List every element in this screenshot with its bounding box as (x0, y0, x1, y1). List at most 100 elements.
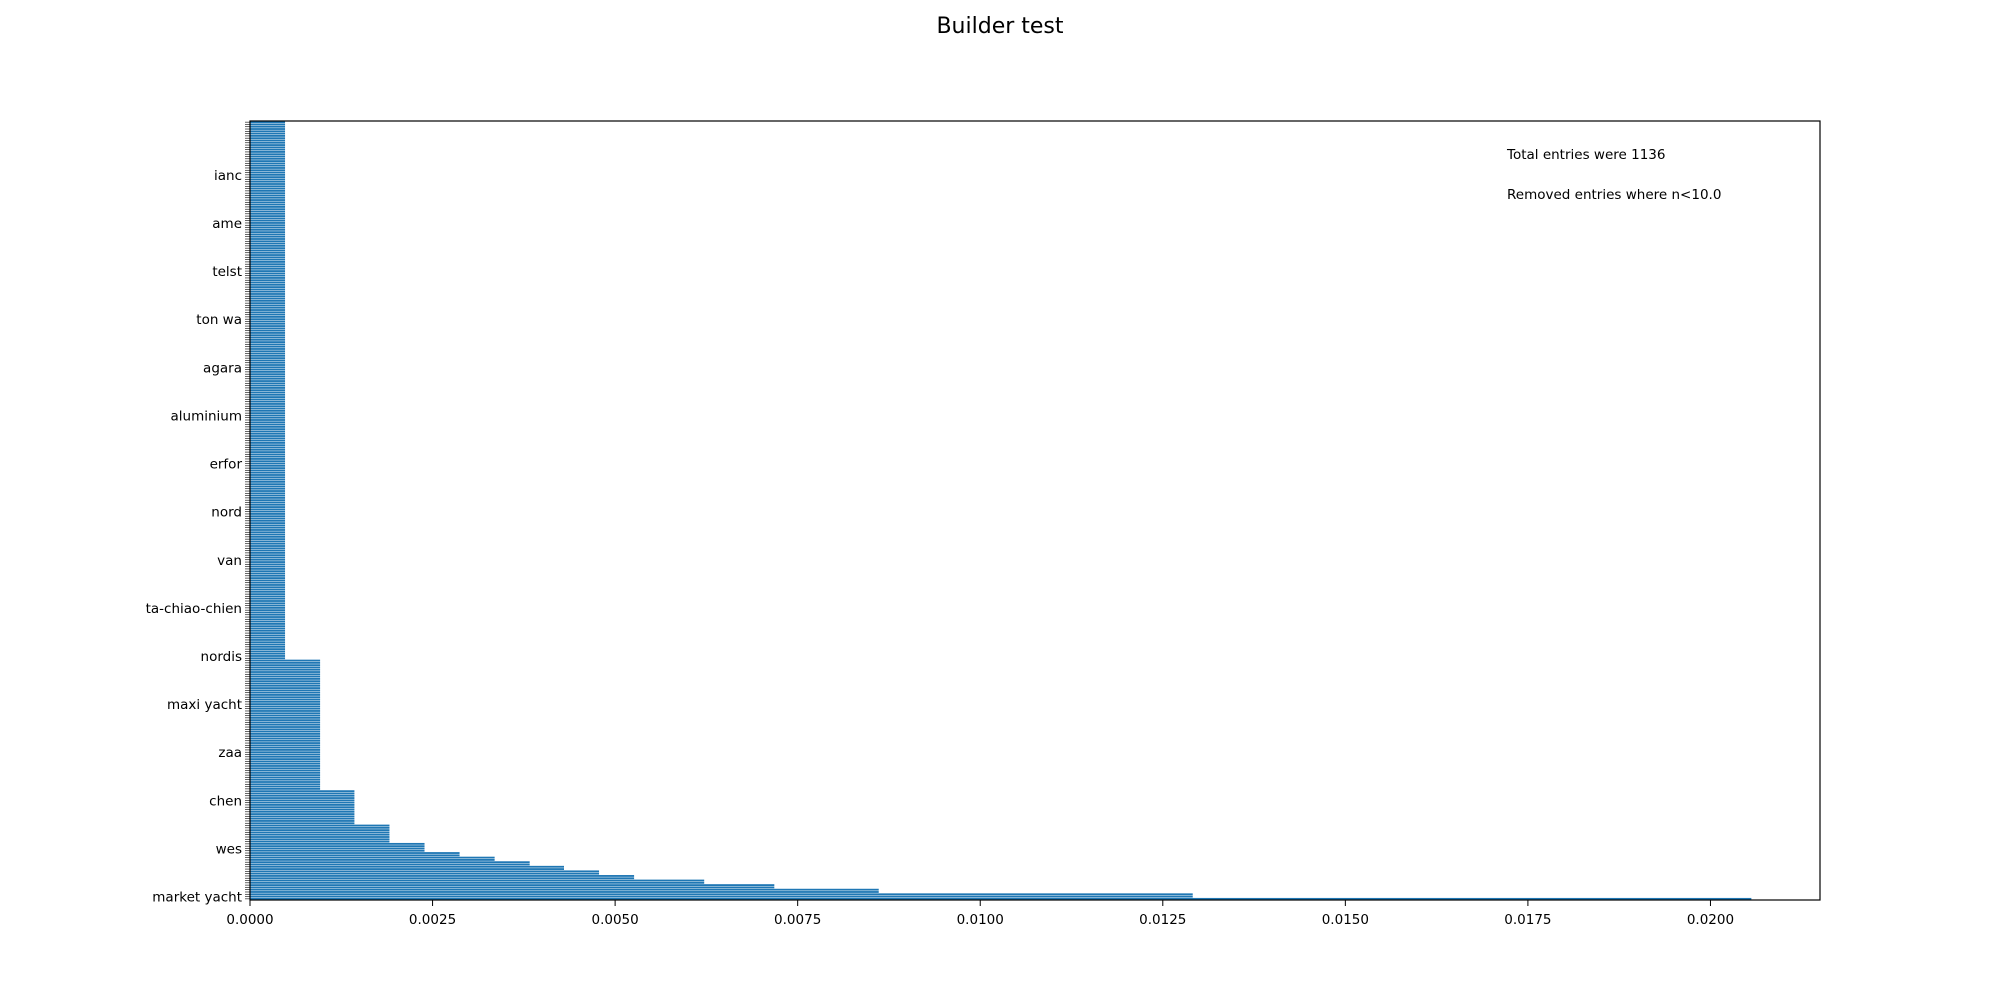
bar (250, 309, 286, 311)
bar (250, 357, 286, 360)
bar (250, 749, 321, 751)
bar (250, 533, 286, 536)
bar (250, 476, 286, 479)
bar (250, 604, 286, 607)
bar (250, 224, 286, 227)
bar (250, 696, 321, 699)
bar (250, 270, 286, 272)
bar (250, 689, 321, 692)
bar (250, 781, 321, 783)
bar (250, 348, 286, 350)
bar (250, 297, 286, 300)
bar (250, 817, 355, 820)
bar (250, 891, 879, 893)
bar (250, 570, 286, 573)
bar (250, 389, 286, 392)
bar (250, 416, 286, 419)
bar (250, 870, 600, 873)
removed-entries-annotation: Removed entries where n<10.0 (1507, 187, 1721, 203)
bar (250, 792, 355, 795)
bar (250, 329, 286, 332)
category-label: zaa (218, 745, 242, 761)
bar (250, 767, 321, 770)
bar (250, 496, 286, 499)
x-tick-label: 0.0175 (1504, 912, 1551, 928)
bar (250, 423, 286, 426)
bar (250, 886, 775, 889)
bar (250, 584, 286, 586)
bar (250, 687, 321, 689)
bar (250, 366, 286, 369)
bar (250, 627, 286, 630)
bar (250, 444, 286, 447)
bar (250, 806, 355, 809)
bar (250, 128, 286, 130)
bar (250, 813, 355, 815)
bar (250, 375, 286, 378)
bar (250, 274, 286, 277)
bar (250, 650, 286, 653)
bar (250, 396, 286, 398)
bar (250, 597, 286, 600)
bar (250, 774, 321, 777)
bar (250, 469, 286, 472)
bar (250, 728, 321, 731)
bar (250, 712, 321, 715)
bar (250, 517, 286, 520)
bar (250, 742, 321, 744)
bar (250, 840, 390, 843)
bar (250, 593, 286, 596)
bar (250, 563, 286, 566)
bar (250, 380, 286, 382)
bar (250, 336, 286, 339)
category-label: ton wa (196, 312, 242, 328)
bar (250, 320, 286, 323)
bar (250, 183, 286, 185)
bar (250, 588, 286, 591)
category-label: telst (212, 264, 242, 280)
x-tick-label: 0.0050 (591, 912, 638, 928)
bar (250, 629, 286, 632)
bar (250, 613, 286, 616)
bar (250, 661, 321, 664)
x-tick-label: 0.0075 (774, 912, 821, 928)
bar (250, 247, 286, 250)
bar (250, 203, 286, 206)
bar (250, 370, 286, 373)
bar (250, 671, 321, 673)
bar (250, 561, 286, 563)
bar (250, 455, 286, 458)
bar (250, 721, 321, 724)
bar (250, 641, 286, 644)
bar (250, 478, 286, 481)
bar (250, 698, 321, 701)
bar (250, 471, 286, 474)
bar (250, 581, 286, 584)
bar (250, 373, 286, 376)
bar (250, 176, 286, 179)
bar (250, 265, 286, 268)
bar (250, 258, 286, 261)
bar (250, 178, 286, 181)
bar (250, 666, 321, 669)
bar (250, 737, 321, 740)
bar (250, 272, 286, 275)
bar (250, 826, 390, 829)
bar (250, 815, 355, 818)
bar (250, 281, 286, 284)
bar (250, 547, 286, 550)
bar (250, 249, 286, 252)
bar (250, 769, 321, 772)
bar (250, 293, 286, 295)
bar (250, 210, 286, 213)
bar (250, 522, 286, 525)
bar (250, 325, 286, 327)
bar (250, 462, 286, 465)
bar (250, 460, 286, 463)
bar (250, 611, 286, 614)
bar (250, 852, 460, 854)
bar (250, 315, 286, 318)
bar (250, 602, 286, 605)
category-label: maxi yacht (167, 697, 242, 713)
bar (250, 684, 321, 687)
